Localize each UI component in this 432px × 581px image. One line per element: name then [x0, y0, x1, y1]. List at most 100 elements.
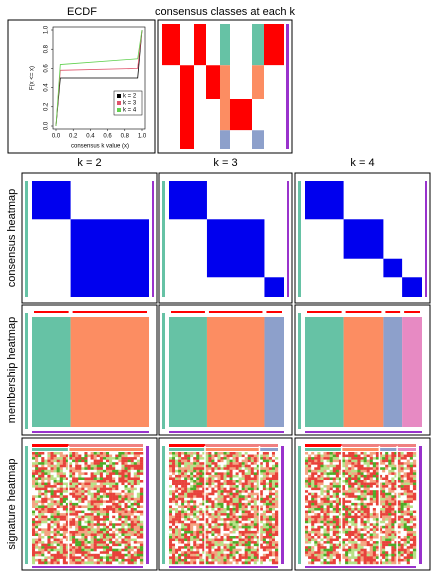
- signature-cell: [274, 485, 279, 488]
- signature-cell: [348, 551, 352, 555]
- signature-cell: [56, 485, 60, 488]
- signature-cell: [314, 467, 318, 471]
- signature-cell: [244, 513, 248, 516]
- signature-cell: [106, 525, 110, 529]
- signature-cell: [366, 464, 370, 468]
- signature-cell: [118, 533, 122, 537]
- signature-cell: [112, 495, 116, 499]
- signature-cell: [35, 530, 39, 534]
- signature-cell: [87, 452, 91, 455]
- signature-cell: [379, 510, 383, 514]
- signature-cell: [271, 452, 276, 455]
- signature-cell: [247, 452, 251, 455]
- ecdf-title: ECDF: [67, 6, 97, 18]
- signature-cell: [118, 561, 122, 565]
- signature-cell: [181, 536, 185, 539]
- signature-cell: [409, 464, 414, 468]
- signature-cell: [247, 485, 251, 488]
- signature-cell: [199, 485, 203, 488]
- signature-cell: [385, 482, 389, 486]
- signature-cell: [354, 487, 358, 491]
- signature-cell: [369, 480, 374, 483]
- signature-cell: [175, 500, 179, 504]
- signature-cell: [93, 469, 97, 473]
- signature-cell: [244, 490, 248, 493]
- signature-cell: [187, 482, 191, 486]
- signature-cell: [250, 556, 254, 560]
- signature-cell: [87, 530, 91, 534]
- signature-cell: [409, 474, 414, 478]
- signature-cell: [69, 482, 73, 486]
- signature-cell: [184, 464, 188, 468]
- signature-cell: [314, 457, 318, 460]
- signature-cell: [211, 523, 215, 527]
- signature-cell: [99, 561, 104, 565]
- signature-cell: [366, 558, 370, 562]
- signature-cell: [250, 459, 254, 463]
- signature-cell: [99, 485, 104, 488]
- signature-cell: [172, 553, 176, 557]
- signature-cell: [181, 533, 185, 537]
- signature-cell: [379, 469, 383, 473]
- signature-cell: [391, 490, 395, 493]
- signature-cell: [78, 482, 82, 486]
- signature-cell: [84, 452, 88, 455]
- signature-cell: [357, 551, 361, 555]
- signature-cell: [314, 482, 318, 486]
- signature-cell: [351, 510, 355, 514]
- side-bar: [281, 446, 284, 564]
- signature-cell: [363, 469, 367, 473]
- signature-cell: [397, 508, 401, 511]
- signature-cell: [102, 538, 107, 542]
- signature-cell: [409, 490, 414, 493]
- signature-cell: [274, 556, 279, 560]
- signature-cell: [84, 480, 88, 483]
- signature-cell: [106, 530, 110, 534]
- signature-cell: [208, 551, 212, 555]
- signature-cell: [342, 518, 346, 521]
- signature-cell: [169, 477, 173, 481]
- signature-cell: [169, 558, 173, 562]
- signature-cell: [406, 490, 411, 493]
- signature-cell: [259, 452, 264, 455]
- signature-cell: [351, 497, 355, 501]
- signature-cell: [109, 490, 113, 493]
- signature-cell: [320, 518, 324, 521]
- signature-cell: [268, 558, 273, 562]
- signature-cell: [244, 467, 248, 471]
- signature-cell: [35, 553, 39, 557]
- signature-cell: [96, 556, 101, 560]
- signature-cell: [247, 558, 251, 562]
- signature-cell: [93, 452, 97, 455]
- signature-cell: [133, 520, 138, 524]
- signature-cell: [93, 518, 97, 521]
- signature-cell: [187, 523, 191, 527]
- signature-cell: [41, 474, 45, 478]
- signature-cell: [90, 492, 94, 496]
- signature-cell: [382, 525, 386, 529]
- signature-cell: [81, 538, 85, 542]
- signature-cell: [357, 533, 361, 537]
- signature-cell: [388, 543, 392, 547]
- signature-cell: [348, 497, 352, 501]
- signature-cell: [81, 477, 85, 481]
- signature-cell: [109, 508, 113, 511]
- signature-cell: [96, 533, 101, 537]
- signature-cell: [178, 556, 182, 560]
- signature-cell: [78, 558, 82, 562]
- signature-cell: [106, 495, 110, 499]
- signature-cell: [329, 472, 333, 476]
- signature-cell: [99, 525, 104, 529]
- signature-cell: [329, 452, 333, 455]
- signature-cell: [127, 497, 131, 501]
- signature-cell: [314, 513, 318, 516]
- signature-cell: [363, 543, 367, 547]
- signature-cell: [375, 480, 380, 483]
- signature-cell: [35, 464, 39, 468]
- signature-cell: [388, 510, 392, 514]
- signature-cell: [394, 467, 398, 471]
- signature-cell: [308, 502, 312, 506]
- signature-cell: [229, 543, 233, 547]
- signature-cell: [99, 523, 104, 527]
- signature-cell: [259, 462, 264, 465]
